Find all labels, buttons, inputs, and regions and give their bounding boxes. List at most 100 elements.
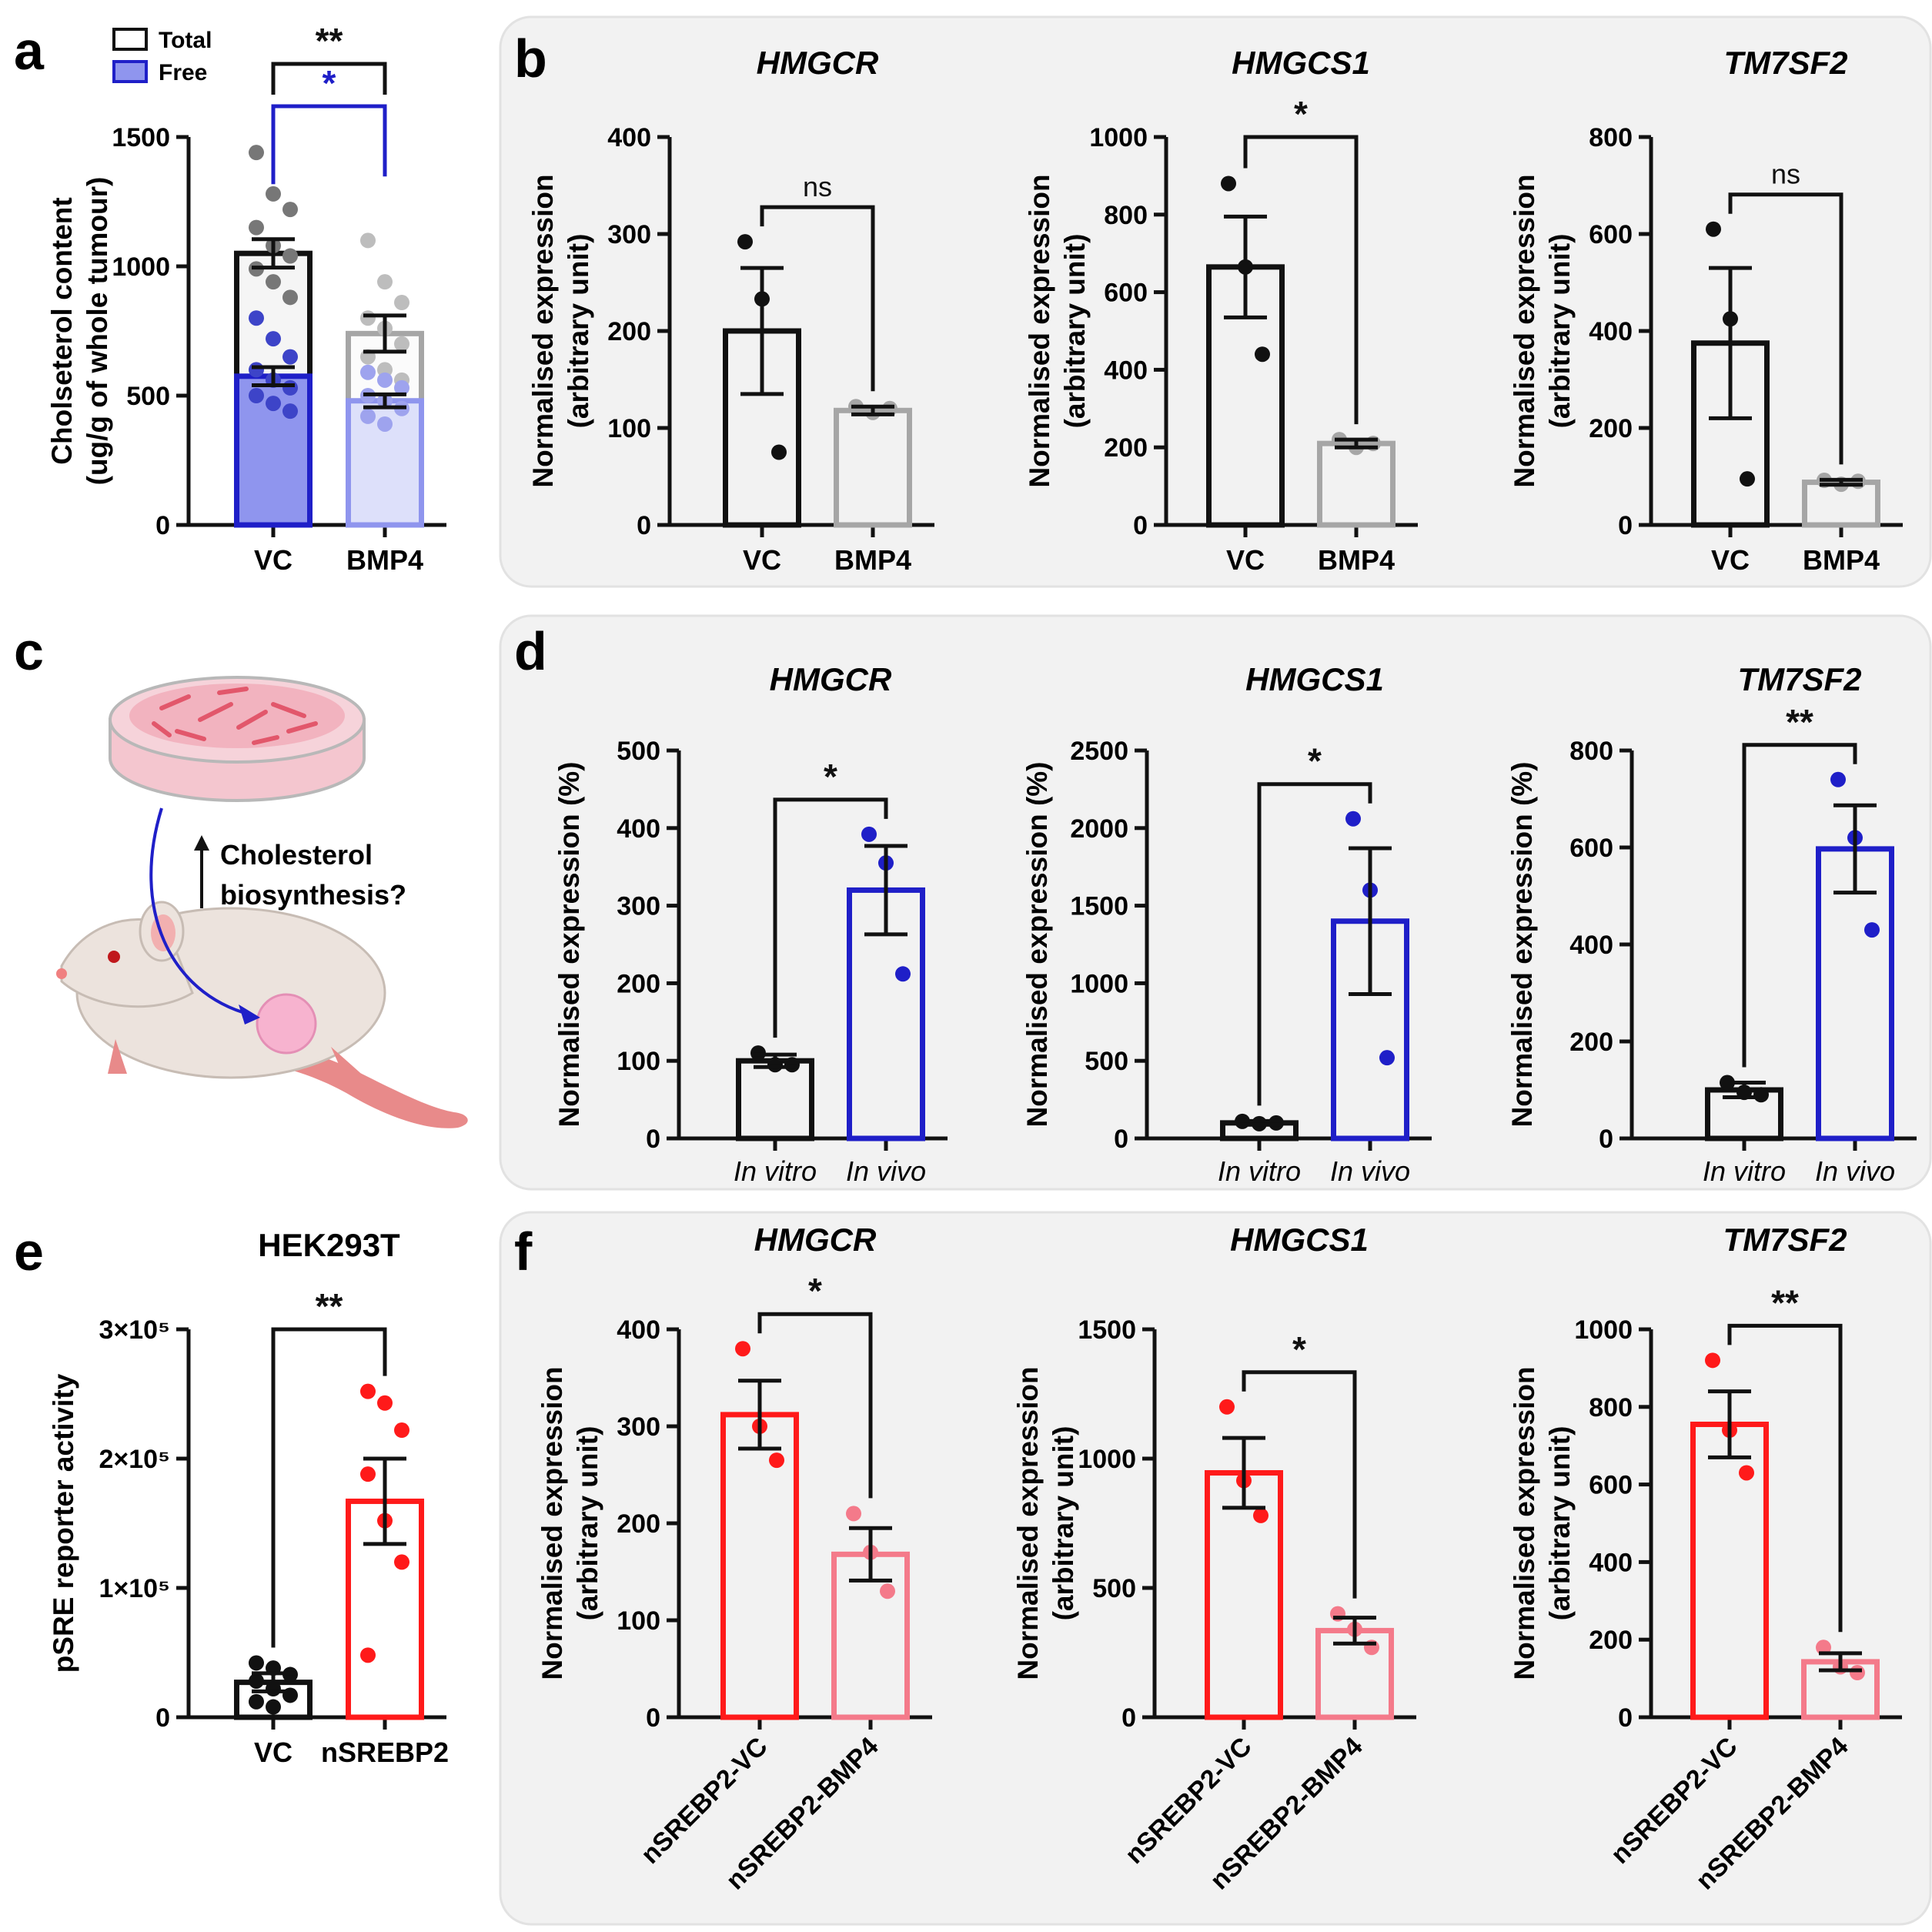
mouse-icon <box>56 901 468 1128</box>
total-bmp4-point <box>360 232 376 249</box>
y-axis-label-line: (ug/g of whole tumour) <box>82 177 113 486</box>
y-tick-label: 500 <box>126 382 170 411</box>
y-tick-label: 400 <box>1104 356 1148 385</box>
total-bmp4-point <box>377 274 393 290</box>
y-tick-label: 300 <box>617 1412 660 1442</box>
y-axis-label: Normalised expression (arbitrary unit) <box>527 174 594 487</box>
y-axis-label-line: (arbitrary unit) <box>1544 234 1576 429</box>
y-axis-label-line: Normalised expression <box>1012 1366 1044 1680</box>
panel-f-background <box>499 1211 1932 1926</box>
legend-swatch-free <box>112 60 148 83</box>
bar-0-point <box>266 1699 281 1715</box>
panel-b-background <box>499 15 1932 588</box>
chart-title: HEK293T <box>258 1227 400 1263</box>
y-axis-label-line: (arbitrary unit) <box>1048 1426 1079 1621</box>
y-tick-label: 600 <box>1569 834 1613 863</box>
tumour-icon <box>256 993 317 1055</box>
y-tick-label: 200 <box>617 969 660 998</box>
y-tick-label: 400 <box>1569 931 1613 960</box>
y-tick-label: 1000 <box>1574 1315 1633 1345</box>
bar-0-point <box>1753 1087 1769 1103</box>
x-tick-label: VC <box>254 1736 292 1768</box>
y-tick-label: 200 <box>617 1509 660 1539</box>
x-tick-label: BMP4 <box>346 544 423 576</box>
significance-bracket <box>760 205 875 392</box>
chart-title: TM7SF2 <box>1723 1222 1847 1258</box>
x-tick-label: In vivo <box>1330 1155 1410 1187</box>
y-tick-label: 100 <box>617 1606 660 1636</box>
bar-0-point <box>249 1655 264 1671</box>
y-tick-label: 1000 <box>1089 123 1148 152</box>
significance-bracket-label: * <box>824 757 837 797</box>
bar-1-point <box>1850 1665 1865 1681</box>
x-tick-label: In vivo <box>1815 1155 1895 1187</box>
y-tick-label: 0 <box>637 511 651 540</box>
y-tick-label: 200 <box>607 317 651 346</box>
bar-1-point <box>394 1422 409 1439</box>
significance-bracket-label: ** <box>1786 702 1813 742</box>
x-tick-label: BMP4 <box>1803 544 1880 576</box>
total-vc-point <box>266 274 281 290</box>
bar-0-point <box>735 1341 750 1357</box>
bar-1-point <box>895 966 911 982</box>
chart-d1: HMGCR Normalised expression (%) 0 100 200 300… <box>553 661 948 1187</box>
y-tick-label: 1000 <box>1070 969 1128 998</box>
free-vc-point <box>266 331 281 347</box>
panel-letter-c: c <box>14 621 44 681</box>
panel-d-background <box>499 614 1932 1191</box>
total-vc-point <box>282 202 298 218</box>
y-axis-label-line: (arbitrary unit) <box>572 1426 603 1621</box>
panel-letter-a: a <box>14 21 45 81</box>
y-tick-label: 0 <box>1121 1703 1136 1733</box>
y-tick-label: 800 <box>1589 123 1633 152</box>
chart-b3: TM7SF2 Normalised expression (arbitrary un… <box>1509 45 1903 576</box>
bar-0-point <box>249 1673 264 1689</box>
y-tick-label: 1500 <box>112 123 170 152</box>
charts-layer: Cholseterol content (ug/g of whole tumour… <box>46 21 1917 1895</box>
y-axis-label: Normalised expression (arbitrary unit) <box>1012 1366 1079 1680</box>
bar-0-point <box>1253 1507 1269 1523</box>
free-vc-point <box>249 310 264 326</box>
caption-line-2: biosynthesis? <box>220 879 406 911</box>
y-axis-label-line: Normalised expression <box>527 174 559 487</box>
y-tick-label: 600 <box>1104 279 1148 308</box>
total-bmp4-point <box>394 295 409 311</box>
significance-bracket <box>1242 1370 1357 1599</box>
y-tick-label: 200 <box>1589 414 1633 443</box>
y-axis-label: Normalised expression (arbitrary unit) <box>1509 1366 1576 1680</box>
y-tick-label: 400 <box>617 814 660 844</box>
y-tick-label: 800 <box>1569 737 1613 766</box>
y-tick-label: 600 <box>1589 220 1633 249</box>
total-vc-point <box>249 145 264 161</box>
x-tick-label: BMP4 <box>834 544 911 576</box>
significance-bracket <box>773 797 888 1038</box>
x-tick-label: VC <box>1711 544 1750 576</box>
chart-title: TM7SF2 <box>1723 45 1847 81</box>
y-tick-label: 800 <box>1589 1393 1633 1422</box>
legend-label-total: Total <box>159 28 212 53</box>
panel-letter-f: f <box>514 1222 533 1282</box>
y-axis-label-line: Normalised expression (%) <box>553 762 585 1128</box>
x-tick-label: In vivo <box>846 1155 926 1187</box>
y-tick-label: 300 <box>617 892 660 921</box>
bar-1-point <box>394 1554 409 1570</box>
free-bmp4-point <box>360 408 376 424</box>
x-tick-label: In vitro <box>1703 1155 1786 1187</box>
chart-d3: TM7SF2 Normalised expression (%) 0 200 400 60… <box>1506 661 1917 1187</box>
chart-title: HMGCS1 <box>1232 45 1370 81</box>
chart-title: HMGCS1 <box>1230 1222 1369 1258</box>
significance-bracket-free-label: * <box>323 63 336 103</box>
y-tick-label: 500 <box>1085 1047 1128 1076</box>
y-tick-label: 0 <box>155 511 170 540</box>
chart-title: HMGCR <box>770 661 892 697</box>
y-axis-label: Normalised expression (%) <box>1506 762 1538 1128</box>
significance-bracket-total-label: ** <box>316 21 343 61</box>
free-vc-point <box>266 396 281 412</box>
y-axis-label: Normalised expression (arbitrary unit) <box>1024 174 1091 487</box>
y-axis-label: Normalised expression (%) <box>553 762 585 1128</box>
total-bmp4-point <box>394 336 409 352</box>
y-tick-label: 1000 <box>1078 1445 1136 1474</box>
y-tick-label: 0 <box>646 1125 660 1154</box>
significance-bracket-label: ns <box>1771 159 1800 190</box>
x-tick-label: VC <box>1226 544 1265 576</box>
